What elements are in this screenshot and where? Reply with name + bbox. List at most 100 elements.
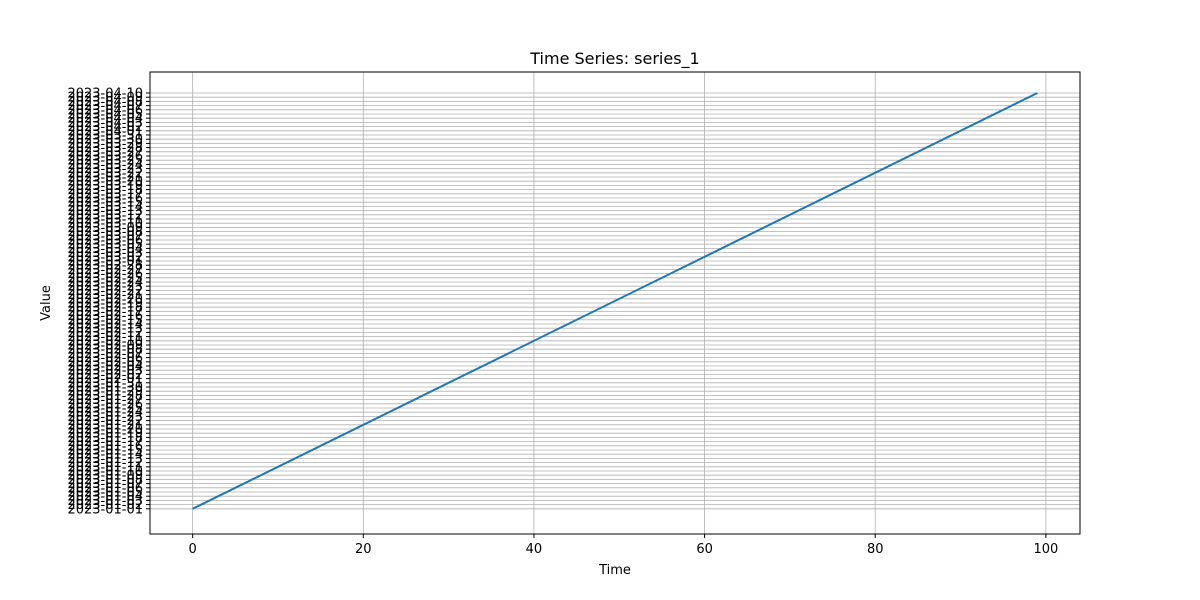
- x-axis-ticks: 0 20 40 60 80 100: [189, 534, 1058, 557]
- y-tick-label: 2023-03-03: [67, 246, 143, 261]
- chart-title: Time Series: series_1: [529, 49, 699, 69]
- y-tick-label: 2023-03-18: [67, 183, 143, 198]
- x-axis-label: Time: [598, 563, 631, 578]
- y-tick-label: 2023-01-16: [67, 439, 143, 454]
- y-tick-label: 2023-02-10: [67, 334, 143, 349]
- y-tick-label: 2023-03-23: [67, 162, 143, 177]
- y-tick-label: 2023-04-02: [67, 120, 143, 135]
- y-tick-label: 2023-01-11: [67, 460, 143, 475]
- y-tick-label: 2023-02-15: [67, 313, 143, 328]
- y-tick-label: 2023-02-27: [67, 263, 143, 278]
- y-tick-label: 2023-02-22: [67, 284, 143, 299]
- y-tick-label: 2023-03-28: [67, 141, 143, 156]
- y-tick-label: 2023-03-11: [67, 213, 143, 228]
- x-tick-label: 60: [696, 542, 713, 557]
- y-axis-ticks: 2023-01-012023-01-022023-01-032023-01-04…: [67, 87, 150, 517]
- y-tick-label: 2023-02-09: [67, 339, 143, 354]
- y-tick-label: 2023-03-08: [67, 225, 143, 240]
- y-tick-label: 2023-01-31: [67, 376, 143, 391]
- series-layer: [192, 92, 1038, 510]
- y-tick-label: 2023-01-03: [67, 494, 143, 509]
- y-tick-label: 2023-04-10: [67, 87, 143, 102]
- y-tick-label: 2023-02-14: [67, 318, 143, 333]
- series-line: [192, 92, 1038, 510]
- y-tick-label: 2023-04-04: [67, 112, 143, 127]
- x-tick-label: 0: [189, 542, 197, 557]
- y-tick-label: 2023-03-04: [67, 242, 143, 257]
- y-tick-label: 2023-02-24: [67, 276, 143, 291]
- y-tick-label: 2023-01-09: [67, 469, 143, 484]
- y-tick-label: 2023-02-02: [67, 368, 143, 383]
- y-tick-label: 2023-01-13: [67, 452, 143, 467]
- y-tick-label: 2023-03-12: [67, 208, 143, 223]
- y-tick-label: 2023-01-19: [67, 427, 143, 442]
- y-tick-label: 2023-03-21: [67, 171, 143, 186]
- y-tick-label: 2023-03-10: [67, 217, 143, 232]
- grid-lines: [150, 72, 1080, 534]
- y-tick-label: 2023-04-03: [67, 116, 143, 131]
- y-tick-label: 2023-01-21: [67, 418, 143, 433]
- y-tick-label: 2023-01-10: [67, 465, 143, 480]
- y-tick-label: 2023-02-26: [67, 267, 143, 282]
- y-tick-label: 2023-03-05: [67, 238, 143, 253]
- x-tick-label: 40: [526, 542, 543, 557]
- y-tick-label: 2023-01-04: [67, 490, 143, 505]
- y-tick-label: 2023-02-21: [67, 288, 143, 303]
- y-tick-label: 2023-02-18: [67, 301, 143, 316]
- plot-frame: [149, 71, 1081, 535]
- y-tick-label: 2023-01-12: [67, 456, 143, 471]
- y-tick-label: 2023-02-23: [67, 280, 143, 295]
- x-tick-label: 20: [355, 542, 372, 557]
- y-tick-label: 2023-03-25: [67, 154, 143, 169]
- y-tick-label: 2023-03-02: [67, 250, 143, 265]
- y-tick-label: 2023-03-06: [67, 234, 143, 249]
- y-tick-label: 2023-04-09: [67, 91, 143, 106]
- y-tick-label: 2023-01-29: [67, 385, 143, 400]
- y-tick-label: 2023-02-19: [67, 297, 143, 312]
- y-tick-label: 2023-03-20: [67, 175, 143, 190]
- y-tick-label: 2023-01-27: [67, 393, 143, 408]
- y-tick-label: 2023-01-15: [67, 444, 143, 459]
- y-tick-label: 2023-01-22: [67, 414, 143, 429]
- y-tick-label: 2023-04-01: [67, 124, 143, 139]
- y-tick-label: 2023-01-25: [67, 402, 143, 417]
- y-tick-label: 2023-03-14: [67, 200, 143, 215]
- y-tick-label: 2023-04-06: [67, 103, 143, 118]
- y-tick-label: 2023-01-06: [67, 481, 143, 496]
- y-tick-label: 2023-01-30: [67, 381, 143, 396]
- y-tick-label: 2023-03-09: [67, 221, 143, 236]
- y-tick-label: 2023-03-26: [67, 150, 143, 165]
- y-tick-label: 2023-03-01: [67, 255, 143, 270]
- y-tick-label: 2023-04-08: [67, 95, 143, 110]
- y-tick-label: 2023-01-20: [67, 423, 143, 438]
- y-tick-label: 2023-01-02: [67, 498, 143, 513]
- y-tick-label: 2023-01-08: [67, 473, 143, 488]
- x-tick-label: 80: [867, 542, 884, 557]
- y-axis-label: Value: [39, 285, 54, 321]
- y-tick-label: 2023-02-03: [67, 364, 143, 379]
- y-tick-label: 2023-03-24: [67, 158, 143, 173]
- y-tick-label: 2023-03-16: [67, 192, 143, 207]
- y-tick-label: 2023-02-06: [67, 351, 143, 366]
- y-tick-label: 2023-02-16: [67, 309, 143, 324]
- y-tick-label: 2023-02-07: [67, 347, 143, 362]
- y-tick-label: 2023-03-31: [67, 129, 143, 144]
- y-tick-label: 2023-03-15: [67, 196, 143, 211]
- y-tick-label: 2023-02-12: [67, 326, 143, 341]
- y-tick-label: 2023-01-07: [67, 477, 143, 492]
- y-tick-label: 2023-02-01: [67, 372, 143, 387]
- y-tick-label: 2023-02-25: [67, 271, 143, 286]
- y-tick-label: 2023-03-22: [67, 166, 143, 181]
- y-tick-label: 2023-02-04: [67, 360, 143, 375]
- y-tick-label: 2023-04-05: [67, 108, 143, 123]
- y-tick-label: 2023-03-17: [67, 187, 143, 202]
- y-tick-label: 2023-03-29: [67, 137, 143, 152]
- y-tick-label: 2023-01-14: [67, 448, 143, 463]
- y-tick-label: 2023-02-20: [67, 292, 143, 307]
- y-tick-label: 2023-01-17: [67, 435, 143, 450]
- y-tick-label: 2023-02-17: [67, 305, 143, 320]
- y-tick-label: 2023-04-07: [67, 99, 143, 114]
- y-tick-label: 2023-01-28: [67, 389, 143, 404]
- y-tick-label: 2023-02-13: [67, 322, 143, 337]
